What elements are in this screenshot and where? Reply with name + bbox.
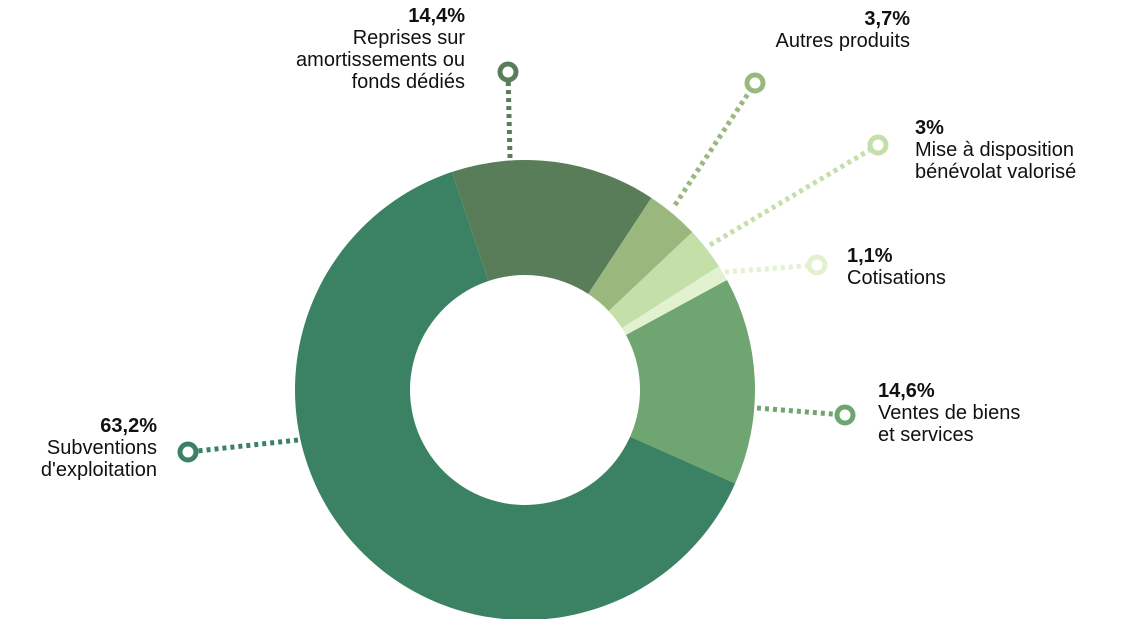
slice-percent: 63,2% bbox=[100, 415, 157, 437]
slice-name: Ventes de biens et services bbox=[878, 402, 1021, 446]
slice-percent: 14,4% bbox=[408, 5, 465, 27]
leader-line bbox=[505, 71, 513, 159]
slice-name: Subventions d'exploitation bbox=[40, 437, 157, 481]
leader-marker bbox=[177, 441, 199, 463]
leader-line bbox=[708, 142, 880, 248]
slice-label: 63,2% Subventions d'exploitation bbox=[41, 415, 157, 481]
slice-name: Autres produits bbox=[775, 30, 910, 52]
leader-line bbox=[672, 81, 758, 207]
donut-slice bbox=[588, 197, 693, 312]
slice-name: Mise à disposition bénévolat valorisé bbox=[915, 139, 1077, 183]
donut-slice bbox=[452, 159, 652, 294]
leader-line bbox=[756, 405, 846, 418]
slice-label: 3,7% Autres produits bbox=[775, 8, 910, 52]
slice-label: 1,1% Cotisations bbox=[847, 245, 946, 289]
slice-label: 3% Mise à disposition bénévolat valorisé bbox=[915, 117, 1076, 183]
slice-name: Reprises sur amortissements ou fonds déd… bbox=[296, 27, 465, 93]
slice-name: Cotisations bbox=[847, 267, 946, 289]
slice-percent: 3% bbox=[915, 117, 944, 139]
donut-slice bbox=[625, 279, 755, 484]
slice-label: 14,4% Reprises sur amortissements ou fond… bbox=[296, 5, 465, 93]
leader-marker bbox=[834, 404, 856, 426]
leader-line bbox=[724, 262, 818, 275]
leader-marker bbox=[867, 134, 889, 156]
leader-marker bbox=[744, 72, 766, 94]
donut-slice bbox=[608, 232, 719, 329]
slice-percent: 1,1% bbox=[847, 245, 893, 267]
slice-label: 14,6% Ventes de biens et services bbox=[878, 380, 1020, 446]
slice-percent: 3,7% bbox=[864, 8, 910, 30]
donut-slice bbox=[295, 171, 736, 619]
leader-marker bbox=[806, 254, 828, 276]
leader-line bbox=[187, 437, 299, 455]
slice-percent: 14,6% bbox=[878, 380, 935, 402]
donut-slice bbox=[621, 266, 727, 335]
leader-marker bbox=[497, 61, 519, 83]
